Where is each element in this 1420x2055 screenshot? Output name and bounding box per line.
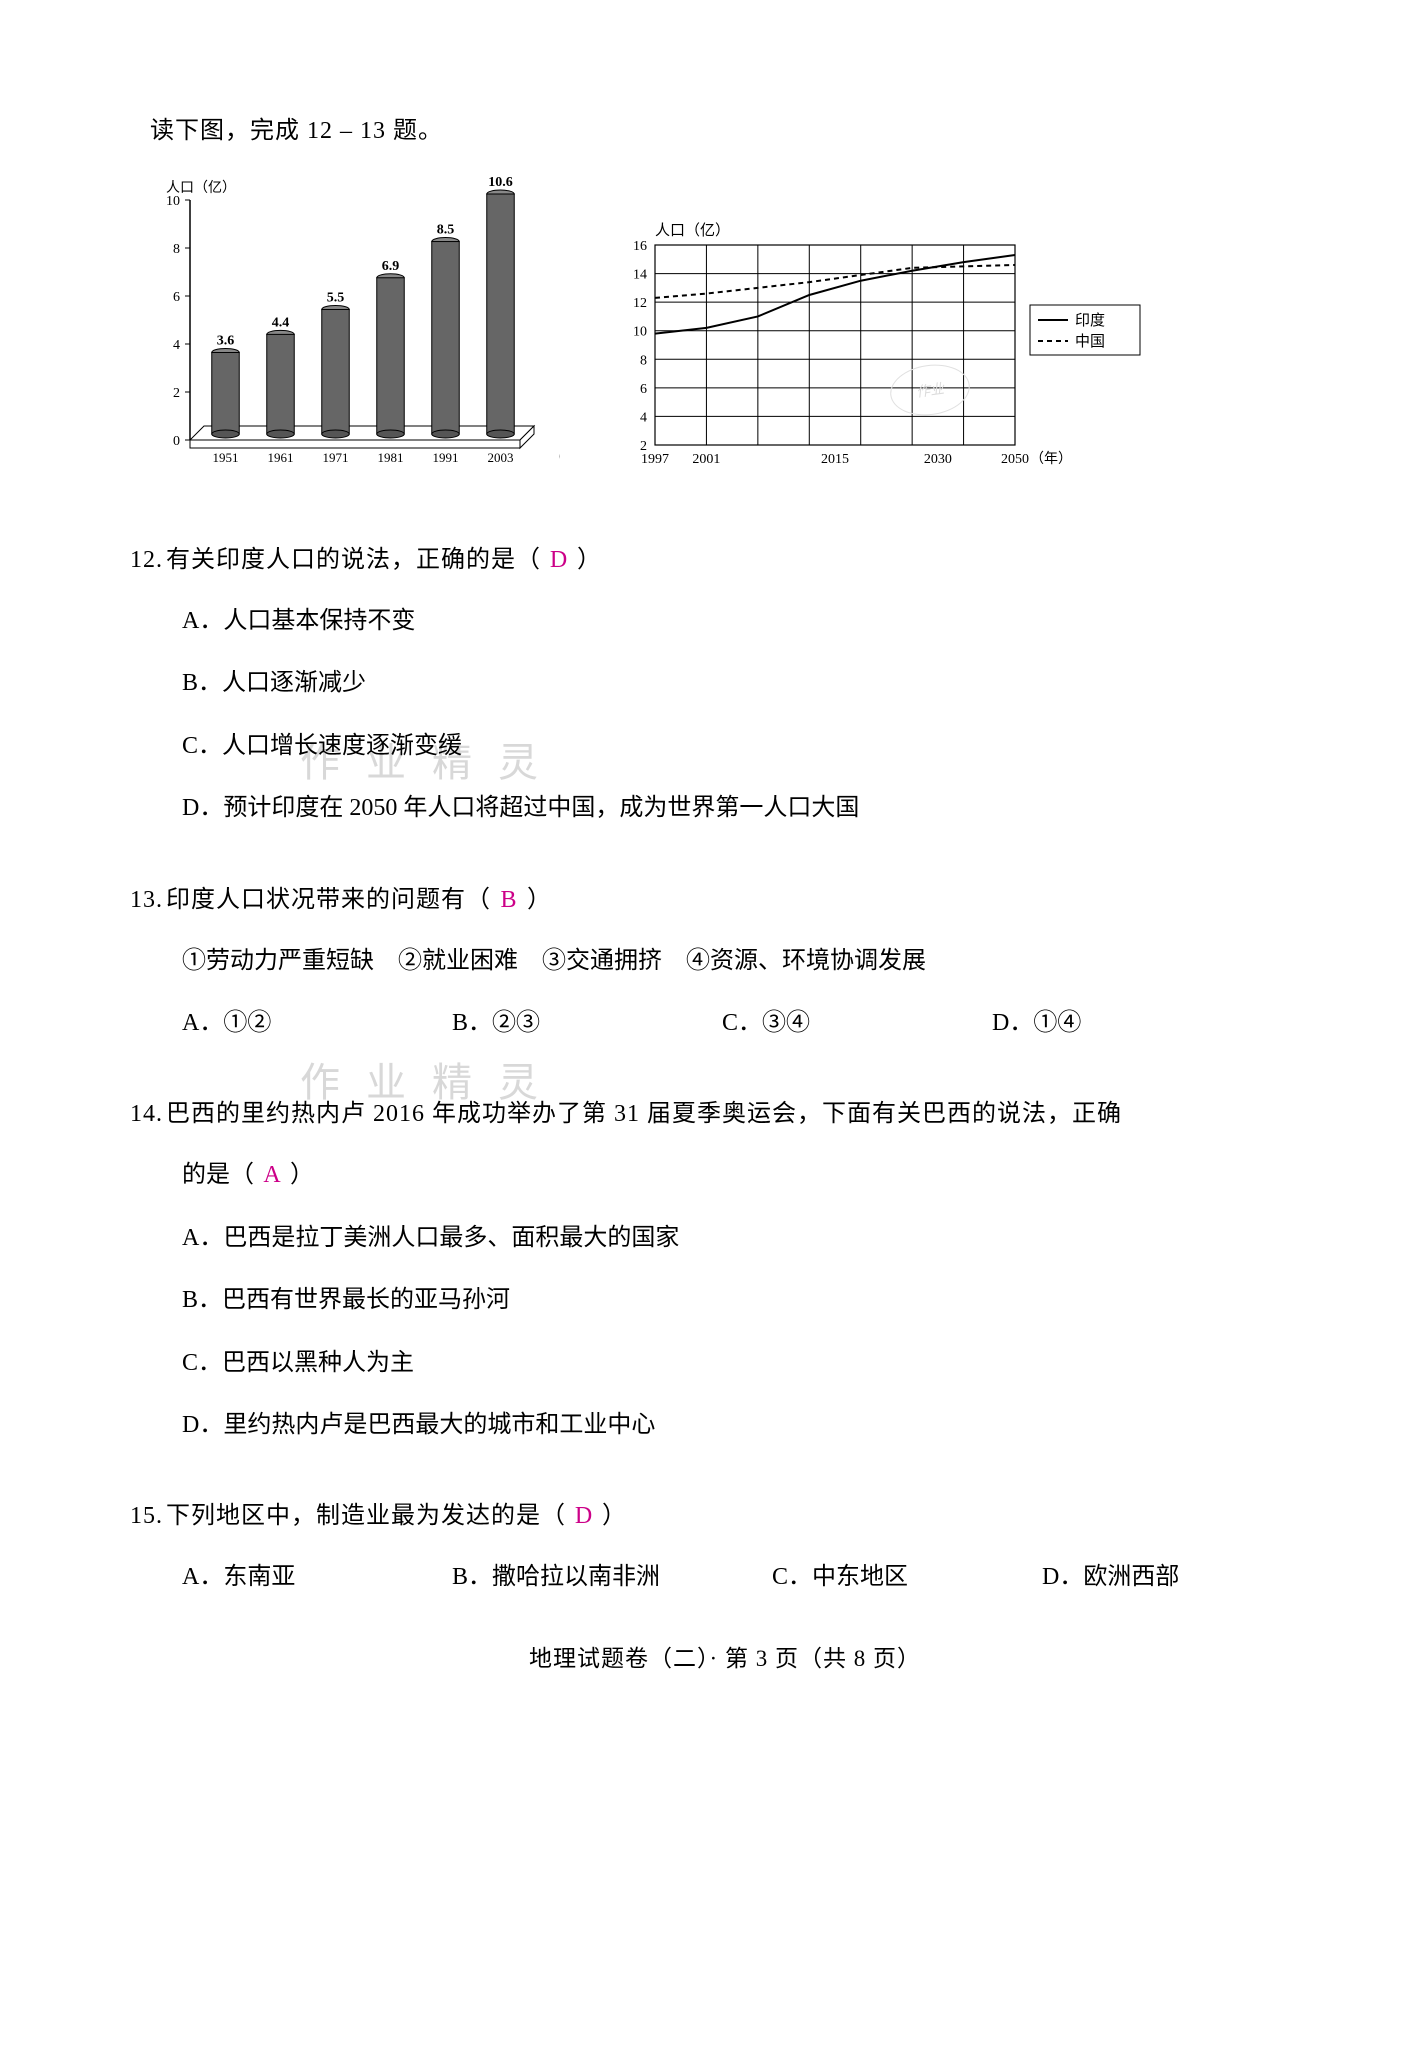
svg-text:2050: 2050 [1001,452,1029,465]
svg-text:6: 6 [173,290,180,305]
svg-text:1951: 1951 [213,450,239,465]
svg-text:4.4: 4.4 [272,315,290,330]
q12-option-c: C．人口增长速度逐渐变缓 [182,715,1320,777]
svg-text:3.6: 3.6 [217,333,235,348]
svg-text:10.6: 10.6 [488,175,513,190]
svg-text:1991: 1991 [433,450,459,465]
page-footer: 地理试题卷（二）· 第 3 页（共 8 页） [130,1639,1320,1673]
q12-answer: D [541,530,577,590]
svg-text:人口（亿）: 人口（亿） [655,222,730,239]
q13-stem: 13.印度人口状况带来的问题有（B） [130,870,1320,930]
svg-text:4: 4 [640,410,647,425]
svg-text:10: 10 [166,194,180,209]
svg-text:2030: 2030 [924,452,952,465]
svg-text:1997: 1997 [641,452,669,465]
q13-option-d: D．①④ [992,992,1262,1054]
svg-text:2015: 2015 [821,452,849,465]
q14-answer: A [254,1144,290,1206]
svg-text:（年）: （年） [1030,451,1072,465]
q13-option-c: C．③④ [722,992,992,1054]
q14-option-a: A．巴西是拉丁美洲人口最多、面积最大的国家 [182,1207,1320,1269]
svg-text:中国: 中国 [1075,333,1105,350]
q15-option-b: B．撒哈拉以南非洲 [452,1546,772,1608]
svg-text:1961: 1961 [268,450,294,465]
svg-text:5.5: 5.5 [327,290,345,305]
svg-text:10: 10 [633,325,647,340]
q14-option-c: C．巴西以黑种人为主 [182,1332,1320,1394]
instruction-text: 读下图，完成 12 – 13 题。 [150,110,1320,145]
svg-text:2: 2 [173,386,180,401]
q12-option-a: A．人口基本保持不变 [182,590,1320,652]
svg-text:0: 0 [173,434,180,449]
q15-answer: D [566,1486,602,1546]
q13-subitems: ①劳动力严重短缺 ②就业困难 ③交通拥挤 ④资源、环境协调发展 [182,930,1320,992]
q12-option-d: D．预计印度在 2050 年人口将超过中国，成为世界第一人口大国 [182,777,1320,839]
q14-stem-line1: 14.巴西的里约热内卢 2016 年成功举办了第 31 届夏季奥运会，下面有关巴… [130,1084,1320,1144]
line-chart: 人口（亿）24681012141619972001201520302050（年）… [600,215,1160,470]
q13-option-a: A．①② [182,992,452,1054]
svg-text:12: 12 [633,296,647,311]
svg-text:2003: 2003 [488,450,514,465]
svg-text:8: 8 [640,353,647,368]
svg-text:16: 16 [633,239,647,254]
svg-text:8: 8 [173,242,180,257]
q14-stem-line2: 的是（A） [182,1144,1320,1206]
svg-text:2001: 2001 [692,452,720,465]
svg-text:1981: 1981 [378,450,404,465]
q15-option-a: A．东南亚 [182,1546,452,1608]
svg-text:4: 4 [173,338,180,353]
q13-answer: B [491,870,527,930]
svg-text:8.5: 8.5 [437,223,455,238]
q15-option-d: D．欧洲西部 [1042,1546,1312,1608]
q14-option-d: D．里约热内卢是巴西最大的城市和工业中心 [182,1394,1320,1456]
svg-text:印度: 印度 [1075,312,1105,329]
charts-row: 人口（亿） 0 2 4 6 8 10 3.6 1951 4.4 1961 5.5 1971 6.9 1981… [130,175,1320,470]
svg-text:1971: 1971 [323,450,349,465]
q12-stem: 12.有关印度人口的说法，正确的是（D） [130,530,1320,590]
q13-option-b: B．②③ [452,992,722,1054]
q15-option-c: C．中东地区 [772,1546,1042,1608]
bar-chart: 人口（亿）02468103.619514.419615.519716.91981… [130,175,560,470]
svg-text:（年）: （年） [550,450,560,465]
q15-stem: 15.下列地区中，制造业最为发达的是（D） [130,1486,1320,1546]
svg-text:6: 6 [640,382,647,397]
svg-text:14: 14 [633,268,647,283]
q12-option-b: B．人口逐渐减少 [182,652,1320,714]
q14-option-b: B．巴西有世界最长的亚马孙河 [182,1269,1320,1331]
svg-text:6.9: 6.9 [382,259,400,274]
